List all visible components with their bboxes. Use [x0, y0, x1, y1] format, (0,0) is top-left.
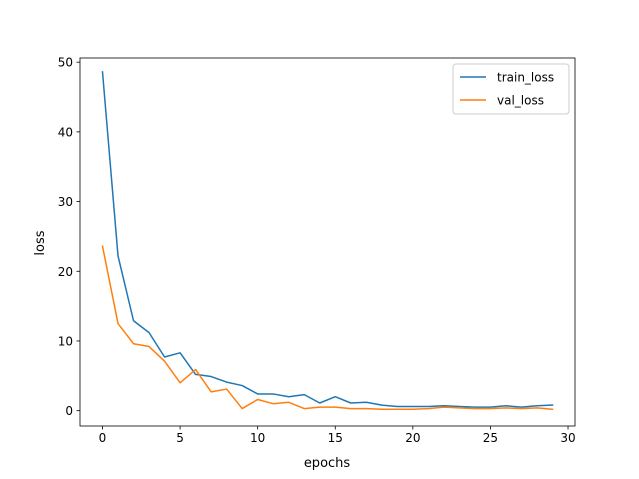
x-tick-label: 5 — [176, 431, 184, 445]
y-tick-label: 0 — [65, 404, 73, 418]
x-tick-label: 0 — [99, 431, 107, 445]
x-tick-label: 20 — [405, 431, 420, 445]
legend-label-val-loss: val_loss — [497, 94, 544, 108]
y-tick-label: 40 — [58, 125, 73, 139]
series-line-train-loss — [101, 71, 554, 408]
legend-label-train-loss: train_loss — [497, 71, 554, 85]
y-axis-label: loss — [33, 230, 48, 255]
axes-frame — [79, 57, 576, 427]
x-tick-label: 25 — [483, 431, 498, 445]
legend: train_loss val_loss — [452, 63, 570, 115]
x-tick-label: 30 — [560, 431, 575, 445]
series-line-val-loss — [101, 245, 554, 411]
x-tick-label: 10 — [250, 431, 265, 445]
x-tick-label: 15 — [328, 431, 343, 445]
plot-area: 0 5 10 15 20 25 30 0 10 20 30 40 50 train_loss val_los… — [58, 56, 576, 445]
x-axis-label: epochs — [304, 456, 351, 471]
y-tick-label: 10 — [58, 334, 73, 348]
y-tick-label: 50 — [58, 56, 73, 70]
y-tick-label: 20 — [58, 265, 73, 279]
y-tick-label: 30 — [58, 195, 73, 209]
